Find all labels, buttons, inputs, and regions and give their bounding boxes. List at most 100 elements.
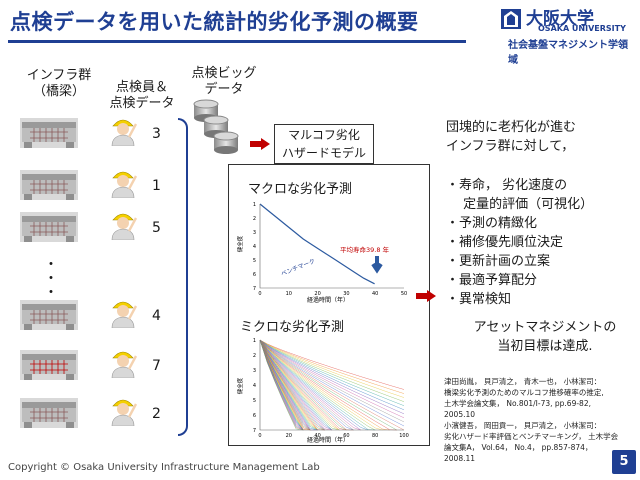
macro-x-tick: 10 bbox=[286, 291, 292, 297]
university-logo: 大阪大学 OSAKA UNIVERSITY 社会基盤マネジメント学領域 bbox=[500, 4, 636, 66]
logo-name: 大阪大学 bbox=[526, 9, 594, 29]
page-number: 5 bbox=[612, 450, 636, 474]
benefit-item: ・寿命， 劣化速度の bbox=[446, 178, 568, 193]
benefit-item: ・最適予算配分 bbox=[446, 273, 538, 288]
reference-line: 2005.10 bbox=[444, 410, 476, 419]
goal-line2: 当初目標は達成. bbox=[497, 339, 593, 354]
inspector-header-line1: 点検員＆ bbox=[115, 80, 168, 95]
macro-deterioration-chart: 1 2 3 4 5 6 70 10 20 30 40 50 健全度 経過時間（年） 平均寿命39.8 … bbox=[236, 202, 407, 304]
macro-x-tick: 20 bbox=[314, 291, 320, 297]
macro-x-axis-label: 経過時間（年） bbox=[307, 296, 349, 304]
micro-curve bbox=[259, 339, 369, 431]
reference-line: 劣化ハザード率評価とベンチマーキング， 土木学会 bbox=[444, 432, 619, 441]
bridge-icon bbox=[20, 300, 78, 330]
references: 津田尚胤， 貝戸清之， 青木一也， 小林潔司： 橋梁劣化予測のためのマルコフ推移… bbox=[444, 376, 640, 464]
model-line1: マルコフ劣化 bbox=[288, 128, 360, 142]
macro-axes bbox=[259, 204, 404, 289]
micro-curve bbox=[259, 339, 361, 431]
benefit-item: ・異常検知 bbox=[446, 292, 512, 307]
micro-y-tick: 3 bbox=[253, 368, 256, 374]
micro-curve bbox=[259, 339, 354, 431]
macro-x-tick: 40 bbox=[372, 291, 378, 297]
benefit-item: ・更新計画の立案 bbox=[446, 254, 551, 269]
reference-line: 土木学会論文集， No.801/I-73, pp.69-82, bbox=[444, 399, 591, 408]
micro-curve bbox=[259, 339, 325, 431]
database-icon bbox=[193, 99, 239, 154]
inspector-icon bbox=[106, 206, 140, 241]
micro-curve bbox=[259, 339, 304, 431]
bridge-icon bbox=[20, 350, 78, 380]
micro-x-axis-label: 経過時間（年） bbox=[307, 436, 349, 444]
macro-chart-title: マクロな劣化予測 bbox=[248, 182, 353, 197]
macro-y-tick: 5 bbox=[253, 258, 256, 264]
micro-curve bbox=[259, 339, 405, 431]
micro-x-tick: 60 bbox=[343, 433, 349, 439]
micro-curve bbox=[259, 339, 376, 431]
macro-y-tick: 7 bbox=[253, 286, 256, 292]
inspector-icon bbox=[106, 112, 140, 147]
micro-deterioration-chart: 1 2 3 4 5 6 70 20 40 60 80 100 健全度 経過時間（年） bbox=[236, 338, 409, 444]
benefit-list: ・寿命， 劣化速度の 定量的評価（可視化） ・予測の精緻化 ・補修優先順位決定 … bbox=[446, 176, 593, 309]
micro-curve bbox=[259, 339, 325, 431]
micro-curve bbox=[259, 339, 405, 390]
micro-curve bbox=[259, 339, 405, 419]
micro-curve bbox=[259, 339, 354, 431]
macro-y-tick: 1 bbox=[253, 202, 256, 208]
inspector-icon bbox=[106, 164, 140, 199]
micro-curve bbox=[259, 339, 333, 431]
arrow-right-icon bbox=[416, 290, 436, 302]
micro-curve bbox=[259, 339, 333, 431]
model-line2: ハザードモデル bbox=[281, 146, 366, 160]
bridge-icon bbox=[20, 118, 78, 148]
reference-line: 津田尚胤， 貝戸清之， 青木一也， 小林潔司： bbox=[444, 377, 602, 386]
micro-curve bbox=[259, 339, 405, 423]
reference-line: 橋梁劣化予測のためのマルコフ推移確率の推定, bbox=[444, 388, 604, 397]
micro-curve bbox=[259, 339, 376, 431]
bigdata-header: 点検ビッグ データ bbox=[184, 66, 264, 98]
university-emblem-icon bbox=[501, 9, 521, 29]
ellipsis-dot: ・ bbox=[44, 271, 58, 287]
prediction-results-frame bbox=[228, 164, 430, 446]
micro-chart-title: ミクロな劣化予測 bbox=[240, 320, 345, 335]
micro-y-tick: 1 bbox=[253, 338, 256, 344]
inspection-count: 5 bbox=[152, 220, 161, 236]
micro-curve bbox=[259, 339, 333, 431]
micro-curve bbox=[259, 339, 390, 431]
bigdata-header-line2: データ bbox=[204, 82, 244, 97]
inspection-count: 7 bbox=[152, 358, 161, 374]
micro-curve bbox=[259, 339, 325, 431]
benefit-item: ・補修優先順位決定 bbox=[446, 235, 564, 250]
inspector-header: 点検員＆ 点検データ bbox=[100, 80, 184, 112]
macro-y-tick: 3 bbox=[253, 230, 256, 236]
ellipsis-dot: ・ bbox=[44, 257, 58, 273]
micro-y-tick: 7 bbox=[253, 428, 256, 434]
micro-curve bbox=[259, 339, 405, 394]
micro-curve bbox=[259, 339, 361, 431]
ellipsis-dot: ・ bbox=[44, 285, 58, 301]
inspection-count: 1 bbox=[152, 178, 161, 194]
micro-curve bbox=[259, 339, 354, 431]
macro-y-tick: 6 bbox=[253, 272, 256, 278]
micro-curve bbox=[259, 339, 405, 402]
inspector-icon bbox=[106, 344, 140, 379]
infra-header: インフラ群 （橋梁） bbox=[14, 68, 104, 100]
inspection-count: 3 bbox=[152, 126, 161, 142]
inspection-count: 4 bbox=[152, 308, 161, 324]
micro-curve bbox=[259, 339, 405, 427]
inspection-count: 2 bbox=[152, 406, 161, 422]
micro-x-tick: 0 bbox=[258, 433, 261, 439]
copyright-notice: Copyright © Osaka University Infrastruct… bbox=[8, 462, 320, 473]
micro-curve bbox=[259, 339, 405, 398]
micro-curve bbox=[259, 339, 347, 431]
infra-header-line2: （橋梁） bbox=[32, 84, 85, 99]
intro-line1: 団塊的に老朽化が進む bbox=[446, 120, 577, 135]
benefit-item: ・予測の精緻化 bbox=[446, 216, 538, 231]
logo-english-name: OSAKA UNIVERSITY bbox=[538, 24, 626, 33]
intro-line2: インフラ群に対して， bbox=[446, 139, 575, 154]
reference-line: 2008.11 bbox=[444, 454, 476, 463]
macro-y-axis-label: 健全度 bbox=[236, 235, 244, 252]
inspector-header-line2: 点検データ bbox=[109, 96, 175, 111]
benefit-item: 定量的評価（可視化） bbox=[446, 197, 594, 212]
micro-curve bbox=[259, 339, 333, 431]
arrow-down-icon bbox=[371, 256, 383, 274]
